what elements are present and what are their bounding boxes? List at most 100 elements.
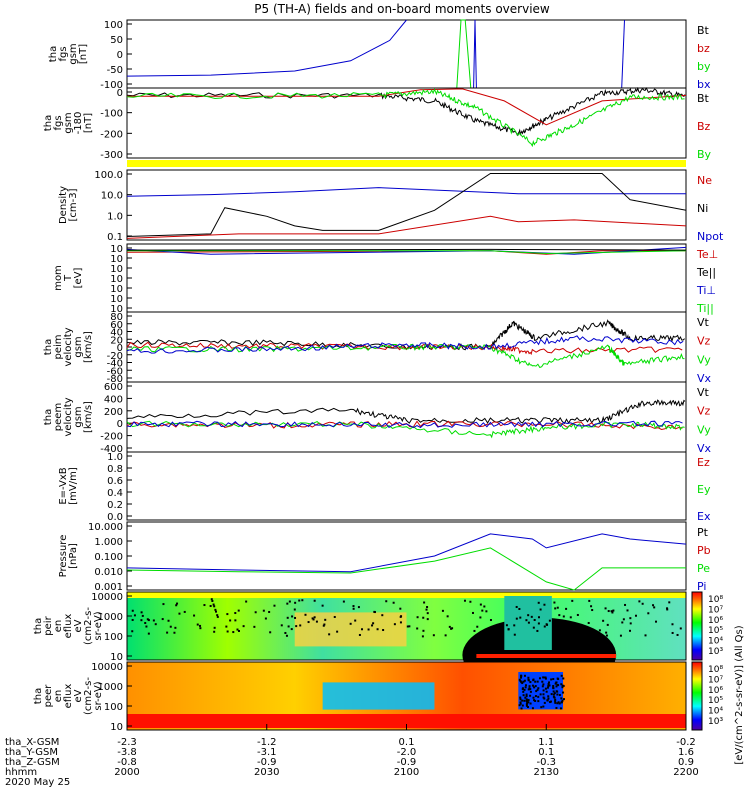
spectrogram-noise [313, 616, 316, 619]
spectrogram-noise [518, 704, 521, 707]
colorbar-tick: 10³ [708, 717, 723, 727]
panel-frame [126, 591, 687, 661]
y-tick-label: 1000 [98, 682, 123, 693]
series-Ti|| [127, 250, 687, 255]
spectrogram-noise [518, 607, 521, 610]
spectrogram-noise [556, 702, 559, 705]
spectrogram-noise [422, 616, 425, 619]
spectrogram-noise [553, 692, 556, 695]
y-tick-label: 0 [117, 419, 123, 430]
legend-entry: By [697, 148, 712, 161]
spectrogram-noise [212, 603, 215, 606]
spectrogram-noise [145, 625, 148, 628]
spectrogram-noise [525, 619, 528, 622]
spectrogram-noise [294, 616, 297, 619]
colorbar-tick: 10⁸ [708, 665, 723, 675]
legend-entry: Te|| [696, 266, 716, 279]
spectrogram-noise [539, 608, 542, 611]
spectrogram-noise [560, 697, 563, 700]
series-By [126, 88, 685, 148]
spectrogram-noise [652, 604, 655, 607]
footer-y_gsm: -3.8 [117, 747, 137, 758]
spectrogram-noise [529, 681, 532, 684]
spectrogram-noise [606, 623, 609, 626]
y-label-line: gsm [63, 112, 74, 133]
y-label-line: tha [48, 46, 59, 62]
y-tick-label: 0.4 [107, 488, 123, 499]
spectrogram-noise [547, 697, 550, 700]
spectrogram-noise [535, 690, 538, 693]
spectrogram-noise [513, 624, 516, 627]
spectrogram-noise [527, 688, 530, 691]
spectrogram-noise [523, 679, 526, 682]
spectrogram-noise [518, 678, 521, 681]
spectrogram-noise [544, 676, 547, 679]
spectrogram-noise [557, 701, 560, 704]
y-label-line: fgs [53, 115, 64, 130]
legend-entry: Ex [697, 510, 711, 523]
footer-y_gsm: -2.0 [397, 747, 417, 758]
y-tick-label: -100 [100, 80, 123, 91]
spectrogram-noise [547, 685, 550, 688]
spectrogram-noise [527, 621, 530, 624]
spectrogram-noise [552, 686, 555, 689]
spectrogram-noise [561, 684, 564, 687]
footer-row-label: tha_X-GSM [5, 737, 59, 748]
spectrogram-noise [536, 629, 539, 632]
y-label-line: [cm-3] [68, 188, 79, 221]
spectrogram-noise [291, 615, 294, 618]
spectrogram-noise [554, 682, 557, 685]
spectrogram-noise [553, 601, 556, 604]
spectrogram-noise [519, 616, 522, 619]
colorbar [691, 591, 703, 661]
spectrogram-noise [541, 685, 544, 688]
spectrogram-noise [569, 624, 572, 627]
y-axis-label: tha fgs gsm -180 [nT] [43, 112, 94, 135]
colorbar-label-group: [eV/(cm^2-s-sr-eV)] (All Qs) [734, 625, 745, 764]
series-bx [126, 19, 407, 77]
y-tick-label: 100 [104, 20, 123, 31]
spectrogram-noise [546, 686, 549, 689]
y-label-line: tha [43, 339, 54, 355]
spectrogram-noise [531, 684, 534, 687]
spectrogram-noise [399, 607, 402, 610]
x-tick-label: 2100 [394, 767, 419, 778]
spectrogram-noise [548, 684, 551, 687]
spectrogram-noise [381, 614, 384, 617]
spectrogram-noise [450, 627, 453, 630]
colorbar-tick: 10⁶ [708, 616, 723, 626]
legend-entry: Pi [697, 580, 706, 593]
spectrogram-noise [560, 674, 563, 677]
spectrogram-noise [196, 623, 199, 626]
spectrogram-noise [527, 679, 530, 682]
spectrogram-noise [534, 699, 537, 702]
spectrogram-noise [624, 603, 627, 606]
spectrogram-noise [562, 684, 565, 687]
quality-flag-bar [127, 160, 686, 167]
spectrogram-noise [173, 631, 176, 634]
footer-x_gsm: -2.3 [117, 737, 137, 748]
spectrogram-noise [605, 634, 608, 637]
spectrogram-noise [536, 688, 539, 691]
spectrogram-noise [311, 617, 314, 620]
y-tick-label: 0.001 [94, 582, 123, 593]
y-axis-label: E=-VxB [mV/m] [58, 467, 79, 505]
spectrogram-noise [236, 628, 239, 631]
colorbar-tick: 10⁸ [708, 595, 723, 605]
spectrogram-noise [216, 615, 219, 618]
spectrogram-noise [552, 678, 555, 681]
spectrogram-noise [501, 623, 504, 626]
spectrogram-noise [542, 696, 545, 699]
spectrogram-noise [629, 629, 632, 632]
spectrogram-noise [590, 605, 593, 608]
spectrogram-noise [527, 614, 530, 617]
spectrogram-noise [552, 684, 555, 687]
spectrogram-noise [210, 598, 213, 601]
y-tick-label: 1.0 [107, 452, 123, 463]
spectrogram-noise [525, 698, 528, 701]
spectrogram-noise [513, 633, 516, 636]
y-tick-label: 1.000 [94, 537, 123, 548]
y-label-line: eflux [63, 684, 74, 709]
spectrogram-noise [525, 693, 528, 696]
